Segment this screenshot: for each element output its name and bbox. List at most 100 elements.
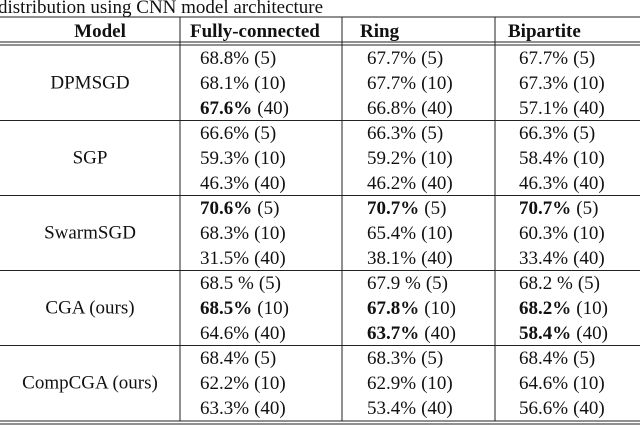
column-header: Fully-connected (190, 21, 320, 42)
cell: 66.3% (5) (367, 123, 443, 144)
cell-value: 63.3% (200, 398, 249, 419)
cell-value: 68.4% (200, 348, 249, 369)
cell: 66.6% (5) (200, 123, 276, 144)
cell-value: 67.9 % (367, 273, 421, 294)
cell-note: (10) (576, 298, 608, 319)
cell-value: 67.7% (367, 48, 416, 69)
cell-note: (10) (421, 373, 453, 394)
cell: 67.3% (10) (519, 73, 605, 94)
cell: 68.4% (5) (519, 348, 595, 369)
cell: 58.4% (40) (519, 323, 608, 344)
cell-value: 62.9% (367, 373, 416, 394)
cell-note: (10) (254, 373, 286, 394)
cell-note: (40) (254, 173, 286, 194)
cell-value: 68.5% (200, 298, 252, 319)
cell-note: (10) (573, 148, 605, 169)
cell-note: (10) (421, 148, 453, 169)
cell-note: (10) (424, 298, 456, 319)
cell-value: 66.3% (367, 123, 416, 144)
cell-value: 70.6% (200, 198, 252, 219)
column-header: Ring (360, 21, 400, 42)
model-name: CGA (ours) (45, 298, 134, 319)
cell-note: (40) (421, 398, 453, 419)
cell-note: (40) (573, 398, 605, 419)
cell: 68.2% (10) (519, 298, 608, 319)
cell-value: 59.2% (367, 148, 416, 169)
cell-value: 56.6% (519, 398, 568, 419)
cell-value: 31.5% (200, 248, 249, 269)
cell-note: (10) (254, 73, 286, 94)
cell-note: (5) (257, 198, 279, 219)
cell: 67.7% (5) (367, 48, 443, 69)
cell-note: (40) (576, 323, 608, 344)
cell-note: (5) (576, 198, 598, 219)
cell-note: (5) (426, 273, 448, 294)
cell: 68.4% (5) (200, 348, 276, 369)
cell: 67.7% (10) (367, 73, 453, 94)
cell-value: 68.2% (519, 298, 571, 319)
cell-note: (5) (424, 198, 446, 219)
cell: 59.2% (10) (367, 148, 453, 169)
cell-value: 66.3% (519, 123, 568, 144)
cell-value: 46.2% (367, 173, 416, 194)
cell-note: (10) (573, 73, 605, 94)
cell-value: 58.4% (519, 148, 568, 169)
cell: 60.3% (10) (519, 223, 605, 244)
cell-note: (5) (259, 273, 281, 294)
cell-note: (5) (573, 123, 595, 144)
cell: 33.4% (40) (519, 248, 605, 269)
cell-note: (10) (573, 373, 605, 394)
cell-value: 57.1% (519, 98, 568, 119)
cell-note: (40) (257, 98, 289, 119)
cell-note: (5) (573, 48, 595, 69)
model-name: SGP (73, 148, 108, 169)
cell-note: (40) (421, 248, 453, 269)
model-name: CompCGA (ours) (22, 373, 158, 394)
cell-note: (10) (257, 298, 289, 319)
cell: 58.4% (10) (519, 148, 605, 169)
cell-value: 67.6% (200, 98, 252, 119)
cell: 70.7% (5) (519, 198, 598, 219)
cell-value: 33.4% (519, 248, 568, 269)
cell-value: 58.4% (519, 323, 571, 344)
cell-value: 59.3% (200, 148, 249, 169)
cell: 38.1% (40) (367, 248, 453, 269)
cell: 56.6% (40) (519, 398, 605, 419)
cell: 68.3% (10) (200, 223, 286, 244)
cell-note: (5) (254, 123, 276, 144)
cell-value: 68.2 % (519, 273, 573, 294)
cell: 68.1% (10) (200, 73, 286, 94)
cell-note: (10) (254, 223, 286, 244)
cell-value: 64.6% (519, 373, 568, 394)
cell: 66.3% (5) (519, 123, 595, 144)
cell: 68.5% (10) (200, 298, 289, 319)
cell-value: 68.4% (519, 348, 568, 369)
cell: 53.4% (40) (367, 398, 453, 419)
cell-note: (10) (421, 223, 453, 244)
cell-value: 53.4% (367, 398, 416, 419)
cell-value: 70.7% (367, 198, 419, 219)
cell: 70.6% (5) (200, 198, 279, 219)
cell: 46.2% (40) (367, 173, 453, 194)
cell-value: 38.1% (367, 248, 416, 269)
cell-note: (5) (578, 273, 600, 294)
cell: 62.9% (10) (367, 373, 453, 394)
cell: 59.3% (10) (200, 148, 286, 169)
cell-note: (40) (254, 398, 286, 419)
cell: 68.5 % (5) (200, 273, 281, 294)
cell-value: 67.7% (367, 73, 416, 94)
cell-value: 67.7% (519, 48, 568, 69)
cell-value: 60.3% (519, 223, 568, 244)
cell: 57.1% (40) (519, 98, 605, 119)
cell-note: (40) (573, 173, 605, 194)
cell: 68.3% (5) (367, 348, 443, 369)
cell-value: 68.1% (200, 73, 249, 94)
cell: 68.8% (5) (200, 48, 276, 69)
cell-value: 64.6% (200, 323, 249, 344)
cell-note: (40) (573, 98, 605, 119)
cell-note: (10) (254, 148, 286, 169)
cell: 63.7% (40) (367, 323, 456, 344)
cell: 67.8% (10) (367, 298, 456, 319)
